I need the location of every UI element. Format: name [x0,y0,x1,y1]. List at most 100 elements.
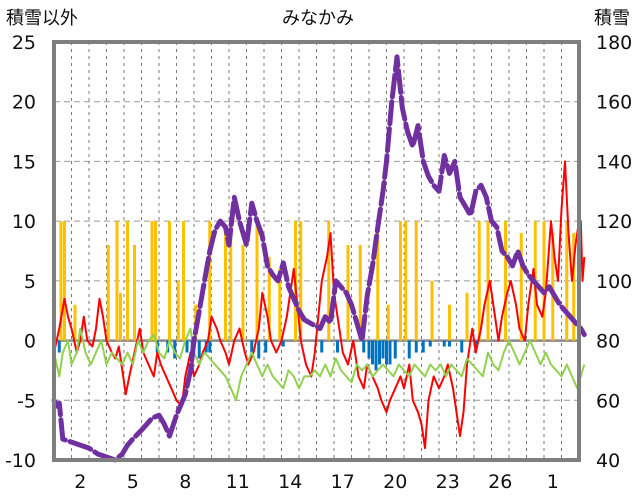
precip-bar [399,221,402,341]
precip-bar [565,221,569,341]
precip-bar [477,221,481,341]
precip-bar [208,340,212,353]
y-tick-right: 140 [596,151,632,173]
y-tick-left: -10 [5,450,36,472]
precip-bar [448,340,451,347]
precip-bar [374,340,378,371]
y-tick-left: 25 [12,32,36,54]
precip-bar [421,340,425,353]
precip-bar [264,340,268,353]
y-tick-right: 180 [596,32,632,54]
precip-bar [376,221,380,341]
precip-bar [378,340,381,365]
precip-bar [381,340,385,359]
series-line [53,160,586,450]
precip-bar [73,304,77,341]
precip-bar [133,245,136,341]
x-tick: 23 [436,471,460,493]
precip-bar [404,221,408,341]
plot-frame [52,40,581,462]
precip-bar [106,245,110,341]
precip-bar [474,340,478,347]
precip-bar [255,221,259,341]
x-tick: 17 [331,471,355,493]
precip-bar [168,221,171,341]
y-tick-right: 160 [596,92,632,114]
series-line [51,54,587,463]
precip-bar [224,233,227,341]
precip-bar [460,340,464,353]
precip-bar [63,221,66,341]
precip-bar [320,340,324,353]
y-tick-right: 40 [596,450,620,472]
precip-bar [197,340,201,359]
y-tick-left: 5 [24,271,36,293]
y-tick-right: 60 [596,390,620,412]
precip-bar [388,340,392,365]
precip-bar [358,245,362,341]
x-tick: 1 [547,471,559,493]
y-tick-left: 20 [12,92,36,114]
y-tick-right: 120 [596,211,632,233]
precip-bar [504,221,507,341]
precip-bar [278,268,282,341]
precip-bar [519,233,523,341]
precip-bar [572,233,576,341]
precip-bar [257,340,261,359]
series-line [53,327,586,402]
x-tick: 14 [278,471,302,493]
x-tick: 11 [226,471,250,493]
y-tick-right: 80 [596,331,620,353]
precip-bar [185,340,189,353]
precip-bar [551,233,555,341]
precip-bar [371,340,374,365]
y-tick-left: 0 [24,331,36,353]
x-tick: 26 [488,471,512,493]
precip-bar [182,221,185,341]
precip-bar [414,340,418,353]
precip-bar [59,221,63,341]
precip-bar [126,221,129,341]
precip-bar [57,340,61,353]
precip-bar [430,280,434,341]
precip-bar [448,304,451,341]
precip-bar [150,221,154,341]
precip-bar [362,340,366,353]
y-tick-left: 10 [12,211,36,233]
precip-bar [542,221,546,341]
precip-bar [442,340,446,347]
precip-bar [229,221,233,341]
precip-bar [299,221,303,341]
precip-bar [327,221,331,341]
y-tick-left: -5 [17,390,36,412]
precip-bar [115,221,119,341]
precip-bar [486,221,490,341]
right-axis-label: 積雪 [594,8,630,29]
precip-bar [367,340,371,359]
y-ticks-right: 180 160 140 120 100 80 60 40 [596,32,632,472]
precip-bar [176,280,180,341]
precip-bar [208,221,212,341]
precip-bar [267,256,271,341]
precip-bar [393,340,397,359]
precip-bar [428,340,432,347]
y-tick-right: 100 [596,271,632,293]
precip-bar [407,340,411,359]
x-tick: 2 [74,471,86,493]
precip-bar [414,221,418,341]
y-tick-left: 15 [12,151,36,173]
precip-bar [173,340,177,359]
chart-title: みなかみ [282,8,354,29]
precip-bar [154,221,157,341]
lines [51,54,587,463]
x-tick: 8 [179,471,191,493]
x-ticks: 2 5 8 11 14 17 20 23 26 1 [74,471,559,493]
precip-bar [336,340,339,353]
precip-bar [465,292,469,341]
x-tick: 5 [127,471,139,493]
precip-bar [281,340,285,347]
precip-bar [119,292,122,341]
precip-bar [386,304,390,341]
precip-bar [250,340,254,353]
